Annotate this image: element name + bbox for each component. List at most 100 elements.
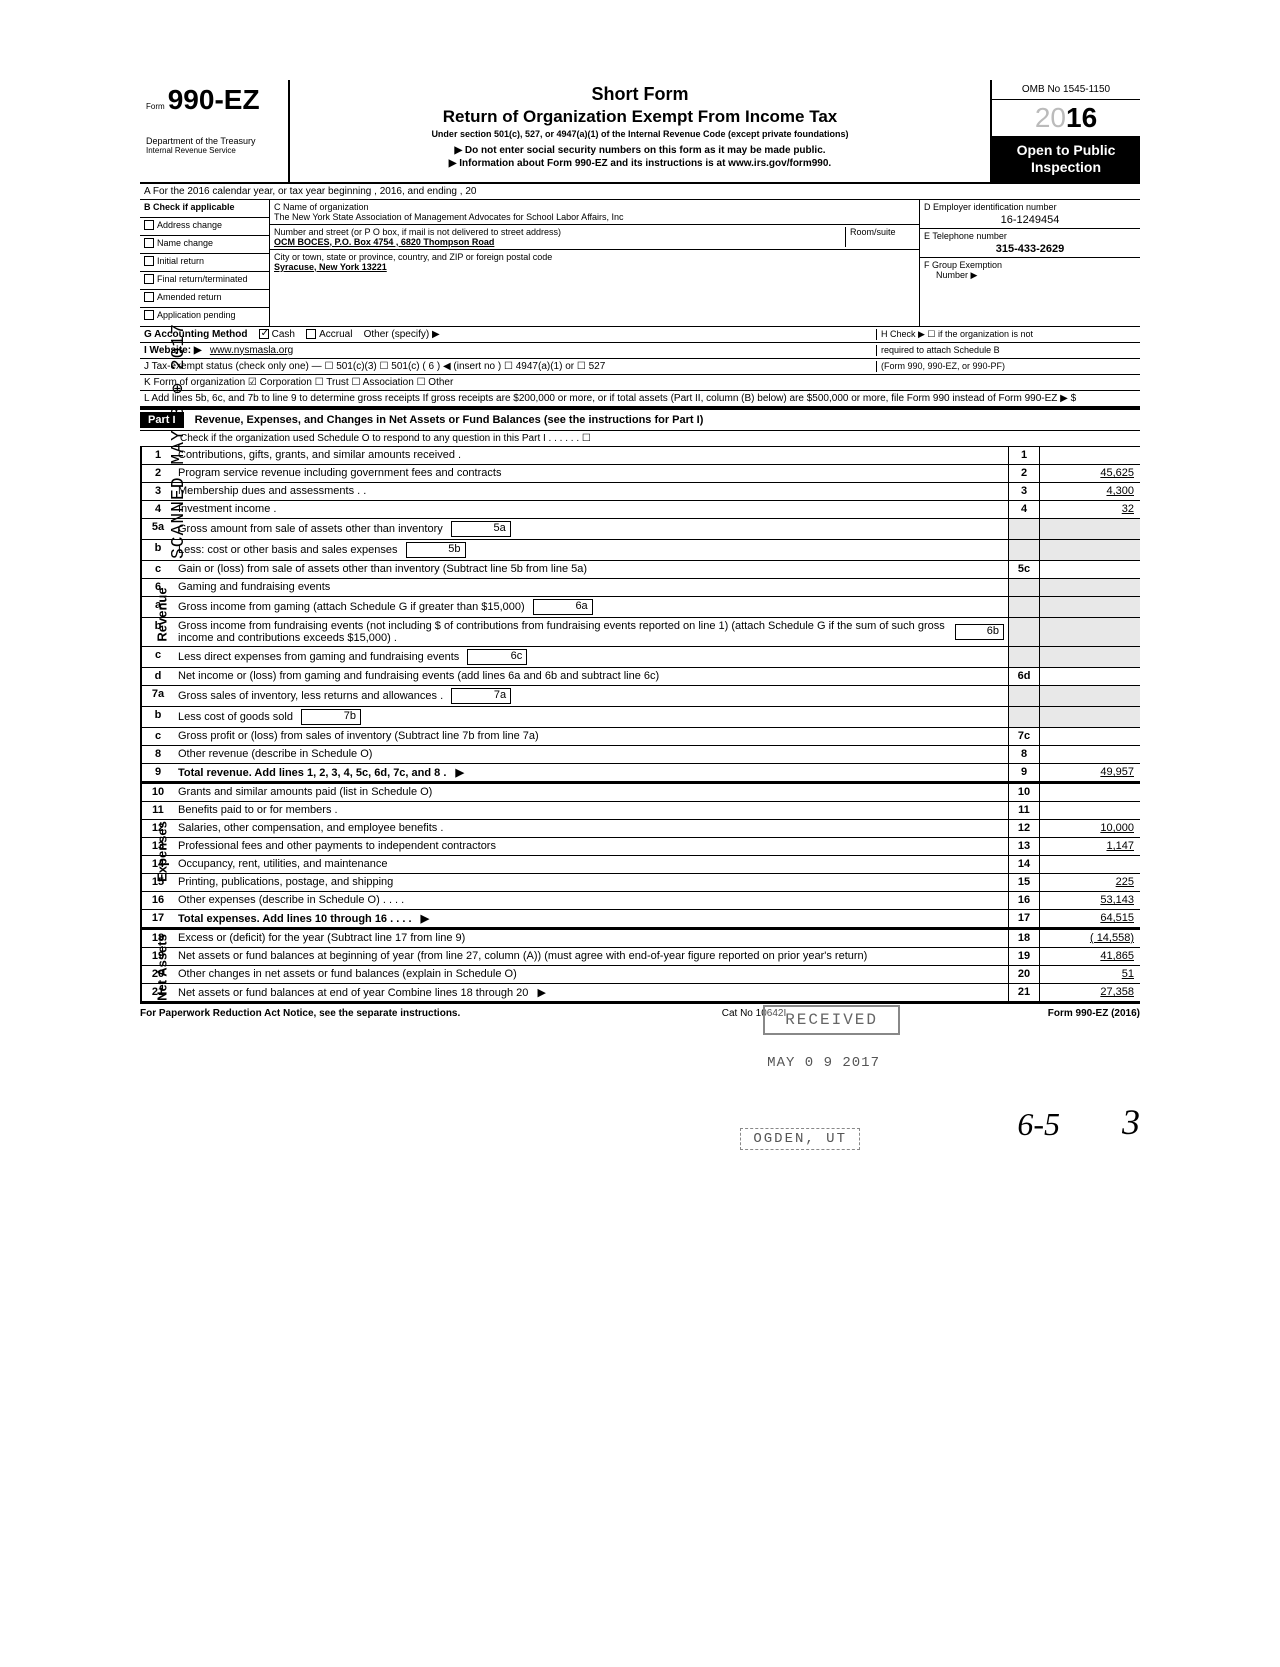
right-value: ( 14,558) xyxy=(1040,930,1140,947)
right-value: 4,300 xyxy=(1040,483,1140,500)
inner-box: 5a xyxy=(451,521,511,537)
expenses-segment: Expenses 10Grants and similar amounts pa… xyxy=(140,782,1140,928)
line-desc: Benefits paid to or for members . xyxy=(174,802,1008,819)
right-line-number: 2 xyxy=(1008,465,1040,482)
right-line-number: 15 xyxy=(1008,874,1040,891)
handwrite-2: 3 xyxy=(1122,1101,1140,1143)
right-line-number xyxy=(1008,618,1040,646)
line-number: d xyxy=(142,668,174,685)
right-value: 53,143 xyxy=(1040,892,1140,909)
right-line-number: 17 xyxy=(1008,910,1040,927)
right-value xyxy=(1040,668,1140,685)
footer-mid: Cat No 10642I xyxy=(722,1008,787,1019)
right-value: 27,358 xyxy=(1040,984,1140,1001)
table-row: 19Net assets or fund balances at beginni… xyxy=(142,948,1140,966)
right-value xyxy=(1040,579,1140,596)
right-value xyxy=(1040,540,1140,560)
line-desc: Net assets or fund balances at end of ye… xyxy=(174,984,1008,1001)
line-desc: Total revenue. Add lines 1, 2, 3, 4, 5c,… xyxy=(174,764,1008,781)
line-desc: Gross sales of inventory, less returns a… xyxy=(174,686,1008,706)
ein: 16-1249454 xyxy=(924,214,1136,226)
right-line-number: 21 xyxy=(1008,984,1040,1001)
line-desc: Gross income from gaming (attach Schedul… xyxy=(174,597,1008,617)
right-value: 64,515 xyxy=(1040,910,1140,927)
stamp-date: MAY 0 9 2017 xyxy=(767,1055,880,1071)
right-line-number: 10 xyxy=(1008,784,1040,801)
c-label: C Name of organization xyxy=(274,202,915,212)
right-value: 45,625 xyxy=(1040,465,1140,482)
check-name[interactable] xyxy=(144,238,154,248)
table-row: cGain or (loss) from sale of assets othe… xyxy=(142,561,1140,579)
line-desc: Printing, publications, postage, and shi… xyxy=(174,874,1008,891)
right-line-number xyxy=(1008,686,1040,706)
line-desc: Other revenue (describe in Schedule O) xyxy=(174,746,1008,763)
org-addr: OCM BOCES, P.O. Box 4754 , 6820 Thompson… xyxy=(274,237,845,247)
right-value xyxy=(1040,447,1140,464)
form-wrap: SCANNED MAY 8 ⊕ 2017 Form 990-EZ Departm… xyxy=(140,80,1140,1023)
line-number: b xyxy=(142,707,174,727)
table-row: 18Excess or (deficit) for the year (Subt… xyxy=(142,930,1140,948)
inner-box: 6a xyxy=(533,599,593,615)
right-line-number: 9 xyxy=(1008,764,1040,781)
right-value xyxy=(1040,519,1140,539)
line-number: 1 xyxy=(142,447,174,464)
right-value xyxy=(1040,647,1140,667)
right-value xyxy=(1040,561,1140,578)
line-number: 5a xyxy=(142,519,174,539)
table-row: 9Total revenue. Add lines 1, 2, 3, 4, 5c… xyxy=(142,764,1140,782)
e-label: E Telephone number xyxy=(924,231,1136,241)
form-prefix: Form xyxy=(146,102,165,111)
right-value xyxy=(1040,728,1140,745)
netassets-segment: Net Assets 18Excess or (deficit) for the… xyxy=(140,928,1140,1002)
line-g: G Accounting Method Cash Accrual Other (… xyxy=(140,327,1140,343)
table-row: bLess cost of goods sold 7b xyxy=(142,707,1140,728)
right-line-number: 13 xyxy=(1008,838,1040,855)
check-accrual[interactable] xyxy=(306,329,316,339)
inner-box: 7a xyxy=(451,688,511,704)
table-row: 1Contributions, gifts, grants, and simil… xyxy=(142,447,1140,465)
footer-left: For Paperwork Reduction Act Notice, see … xyxy=(140,1008,460,1019)
right-line-number: 8 xyxy=(1008,746,1040,763)
inner-box: 7b xyxy=(301,709,361,725)
line-desc: Gross income from fundraising events (no… xyxy=(174,618,1008,646)
right-value xyxy=(1040,856,1140,873)
right-value xyxy=(1040,784,1140,801)
d-label: D Employer identification number xyxy=(924,202,1136,212)
right-value: 51 xyxy=(1040,966,1140,983)
check-pending[interactable] xyxy=(144,310,154,320)
line-desc: Investment income . xyxy=(174,501,1008,518)
right-value xyxy=(1040,707,1140,727)
table-row: 6Gaming and fundraising events xyxy=(142,579,1140,597)
table-row: 4Investment income .432 xyxy=(142,501,1140,519)
check-amended[interactable] xyxy=(144,292,154,302)
table-row: 5aGross amount from sale of assets other… xyxy=(142,519,1140,540)
part-1-header: Part I Revenue, Expenses, and Changes in… xyxy=(140,408,1140,431)
check-initial[interactable] xyxy=(144,256,154,266)
line-number: c xyxy=(142,728,174,745)
right-value xyxy=(1040,802,1140,819)
table-row: 21Net assets or fund balances at end of … xyxy=(142,984,1140,1002)
right-value: 10,000 xyxy=(1040,820,1140,837)
table-row: 17Total expenses. Add lines 10 through 1… xyxy=(142,910,1140,928)
f-label: F Group Exemption xyxy=(924,260,1136,270)
table-row: 11Benefits paid to or for members .11 xyxy=(142,802,1140,820)
section-a: A For the 2016 calendar year, or tax yea… xyxy=(140,184,1140,200)
table-row: 15Printing, publications, postage, and s… xyxy=(142,874,1140,892)
line-desc: Contributions, gifts, grants, and simila… xyxy=(174,447,1008,464)
right-line-number: 18 xyxy=(1008,930,1040,947)
right-line-number xyxy=(1008,579,1040,596)
line-desc: Less direct expenses from gaming and fun… xyxy=(174,647,1008,667)
table-row: 2Program service revenue including gover… xyxy=(142,465,1140,483)
check-final[interactable] xyxy=(144,274,154,284)
line-website: I Website: ▶ www.nysmasla.org required t… xyxy=(140,343,1140,359)
table-row: 10Grants and similar amounts paid (list … xyxy=(142,784,1140,802)
check-address[interactable] xyxy=(144,220,154,230)
table-row: 7aGross sales of inventory, less returns… xyxy=(142,686,1140,707)
h-check: H Check ▶ ☐ if the organization is not xyxy=(881,329,1136,340)
short-form-title: Short Form xyxy=(298,84,982,105)
netassets-label: Net Assets xyxy=(155,917,170,1017)
open-public: Open to Public Inspection xyxy=(992,136,1140,182)
line-desc: Professional fees and other payments to … xyxy=(174,838,1008,855)
check-cash[interactable] xyxy=(259,329,269,339)
right-line-number xyxy=(1008,540,1040,560)
